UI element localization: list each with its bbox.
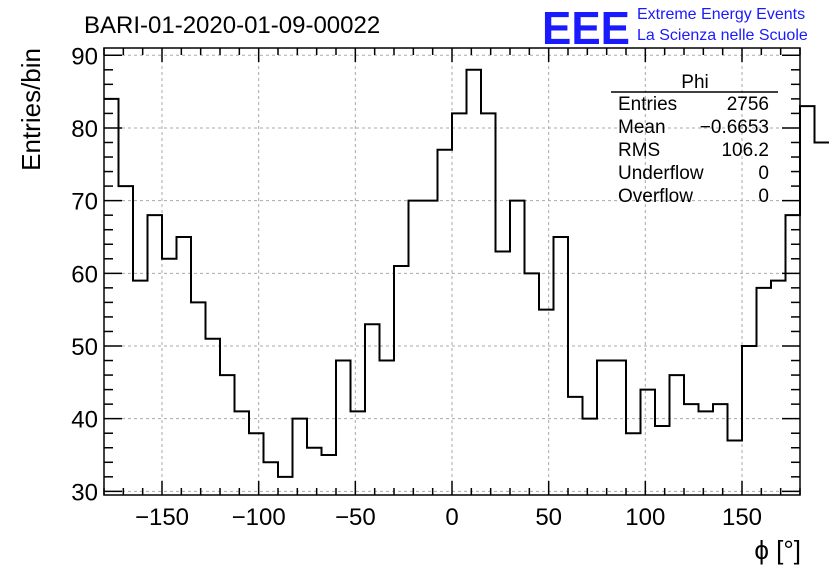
histogram-bin xyxy=(815,142,830,495)
chart-title: BARI-01-2020-01-09-00022 xyxy=(84,12,380,39)
stats-label: Entries xyxy=(618,94,677,115)
histogram-bin xyxy=(539,310,554,495)
histogram-bin xyxy=(191,302,206,495)
axis-tick-labels: −150 −100 −50 0 50 100 150 30 40 50 60 70 80 90 xyxy=(71,43,762,531)
x-tick-label: −50 xyxy=(335,504,376,531)
histogram-bin xyxy=(742,346,757,495)
histogram-bin xyxy=(496,252,511,495)
histogram-bin xyxy=(336,361,351,495)
histogram-bin xyxy=(641,390,656,495)
histogram-bin xyxy=(249,433,264,495)
histogram-bin xyxy=(380,361,395,495)
histogram-bin xyxy=(264,462,279,495)
y-tick-label: 90 xyxy=(71,43,98,70)
histogram-bin xyxy=(771,281,786,495)
y-tick-label: 50 xyxy=(71,334,98,361)
histogram-bin xyxy=(626,433,641,495)
histogram-bin xyxy=(365,324,380,495)
histogram-bin xyxy=(220,375,235,495)
axis-ticks xyxy=(103,48,801,495)
histogram-bin xyxy=(104,99,119,495)
histogram-bin xyxy=(786,215,801,495)
y-axis-label: Entries/bin xyxy=(16,48,46,171)
histogram-bin xyxy=(684,404,699,495)
y-tick-label: 30 xyxy=(71,479,98,506)
y-tick-label: 80 xyxy=(71,116,98,143)
histogram-bin xyxy=(133,281,148,495)
stats-label: Mean xyxy=(618,117,666,138)
histogram-bin xyxy=(119,186,134,495)
histogram-bin xyxy=(162,259,177,495)
histogram-bin xyxy=(467,70,482,495)
histogram-bin xyxy=(655,426,670,495)
stats-label: RMS xyxy=(618,140,660,161)
stats-value: 2756 xyxy=(727,94,769,115)
histogram-bin xyxy=(728,440,743,495)
eee-logo: EEE Extreme Energy Events La Scienza nel… xyxy=(542,2,808,54)
histogram-bin xyxy=(409,201,424,495)
x-tick-label: −100 xyxy=(232,504,286,531)
x-axis-label: ϕ [°] xyxy=(754,535,801,565)
histogram-bin xyxy=(148,215,163,495)
stats-label: Overflow xyxy=(618,186,693,207)
histogram-bin xyxy=(206,339,221,495)
x-tick-label: 0 xyxy=(445,504,458,531)
y-tick-label: 40 xyxy=(71,407,98,434)
histogram-bin xyxy=(177,237,192,495)
x-tick-label: 150 xyxy=(722,504,762,531)
x-tick-label: 100 xyxy=(625,504,665,531)
stats-value: −0.6653 xyxy=(700,117,769,138)
histogram-bin xyxy=(699,411,714,495)
histogram-bin xyxy=(800,106,815,495)
histogram-bin xyxy=(423,201,438,495)
histogram-bin xyxy=(481,113,496,495)
logo-line1: Extreme Energy Events xyxy=(637,6,805,23)
histogram-outline xyxy=(104,68,829,478)
histogram-bin xyxy=(525,273,540,495)
logo-line2: La Scienza nelle Scuole xyxy=(637,27,808,44)
histogram-bin xyxy=(351,411,366,495)
x-tick-label: 50 xyxy=(535,504,562,531)
stats-title: Phi xyxy=(681,72,708,93)
stats-value: 0 xyxy=(758,186,769,207)
histogram-bin xyxy=(713,404,728,495)
y-tick-label: 70 xyxy=(71,189,98,216)
histogram-bin xyxy=(307,448,322,495)
histogram-bin xyxy=(278,477,293,495)
histogram-bin xyxy=(670,375,685,495)
histogram-bin xyxy=(235,411,250,495)
y-tick-label: 60 xyxy=(71,261,98,288)
logo-mark: EEE xyxy=(542,2,630,54)
histogram-bin xyxy=(568,397,583,495)
stats-value: 106.2 xyxy=(721,140,769,161)
stats-label: Underflow xyxy=(618,163,704,184)
stats-box: Phi Entries 2756 Mean −0.6653 RMS 106.2 … xyxy=(611,72,778,207)
histogram-bin xyxy=(510,201,525,495)
histogram-bin xyxy=(583,419,598,495)
histogram-bin xyxy=(438,150,453,495)
histogram-bin xyxy=(394,266,409,495)
histogram-bin xyxy=(293,419,308,495)
histogram-bin xyxy=(322,455,337,495)
histogram-bin xyxy=(554,237,569,495)
histogram-bin xyxy=(757,288,772,495)
histogram-bin xyxy=(612,361,627,495)
histogram-bin xyxy=(597,361,612,495)
x-tick-label: −150 xyxy=(135,504,189,531)
histogram-bin xyxy=(452,113,467,495)
stats-value: 0 xyxy=(758,163,769,184)
